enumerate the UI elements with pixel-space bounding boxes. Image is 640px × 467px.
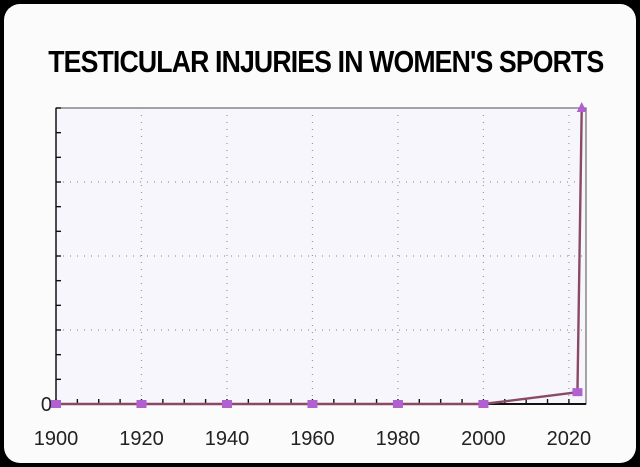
x-tick-label: 1940 [205, 428, 250, 450]
y-tick-label: 0 [41, 394, 52, 416]
x-tick-label: 1980 [376, 428, 421, 450]
x-tick-label: 2020 [547, 428, 592, 450]
data-point [478, 400, 489, 408]
data-point [576, 102, 587, 112]
series-line [56, 107, 583, 406]
data-series [51, 102, 587, 408]
x-tick-label: 1960 [290, 428, 335, 450]
grid-lines [56, 108, 586, 404]
plot-area [55, 107, 587, 405]
data-point [221, 400, 232, 408]
data-point [307, 400, 318, 408]
data-point [392, 400, 403, 408]
data-point [51, 400, 61, 408]
data-point [136, 400, 147, 408]
tick-labels: 1900 1920 1940 1960 1980 2000 2020 0 [34, 394, 591, 450]
x-tick-label: 1920 [119, 428, 164, 450]
x-tick-label: 1900 [34, 428, 79, 450]
chart-title: TESTICULAR INJURIES IN WOMEN'S SPORTS [48, 44, 604, 79]
data-point [572, 388, 583, 397]
x-tick-label: 2000 [461, 428, 506, 450]
